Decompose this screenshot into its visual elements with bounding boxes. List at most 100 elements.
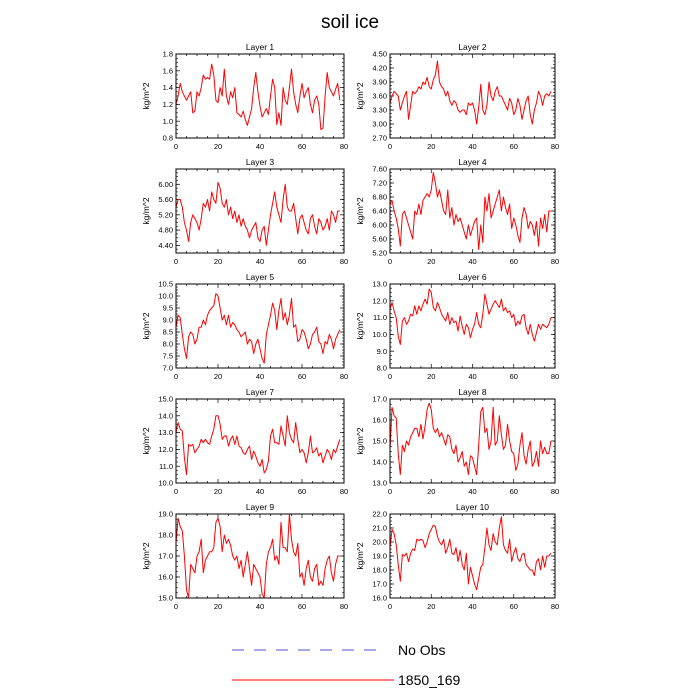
x-tick-label: 60	[298, 257, 306, 266]
x-tick-label: 80	[340, 372, 348, 381]
y-tick-label: 13.0	[372, 280, 387, 289]
x-tick-label: 80	[551, 602, 559, 611]
plot-frame	[389, 513, 556, 599]
x-tick-label: 60	[510, 372, 518, 381]
x-tick-label: 20	[214, 372, 222, 381]
x-tick-label: 0	[174, 142, 178, 151]
y-tick-label: 12.0	[158, 445, 173, 454]
x-tick-label: 80	[551, 257, 559, 266]
legend: No Obs 1850_169	[232, 642, 461, 688]
y-tick-label: 12.0	[372, 296, 387, 305]
x-tick-label: 0	[388, 602, 392, 611]
plot-frame	[389, 283, 556, 369]
y-tick-label: 18.0	[158, 531, 173, 540]
panels: Layer 1 kg/m^2 0 20 40 60 80 0.8 1.0 1.2 1.4 1.6 1.8…	[141, 42, 559, 611]
y-tick-label: 8.0	[163, 340, 173, 349]
x-tick-label: 0	[174, 257, 178, 266]
y-tick-label: 17.0	[158, 552, 173, 561]
panel-layer-2: Layer 2 kg/m^2 0 20 40 60 80 2.70 3.00 3.30 3.60 3.…	[355, 42, 559, 151]
y-tick-label: 13.0	[158, 428, 173, 437]
y-tick-label: 16.0	[372, 416, 387, 425]
panel-title: Layer 4	[458, 157, 487, 167]
x-tick-label: 80	[551, 487, 559, 496]
y-tick-label: 8.5	[163, 328, 173, 337]
panel-title: Layer 8	[458, 387, 487, 397]
y-tick-label: 7.20	[372, 179, 387, 188]
x-tick-label: 0	[174, 602, 178, 611]
legend-label-no-obs: No Obs	[398, 642, 445, 658]
x-tick-label: 40	[256, 372, 264, 381]
panel-title: Layer 6	[458, 272, 487, 282]
x-tick-label: 60	[510, 487, 518, 496]
y-tick-label: 14.0	[158, 411, 173, 420]
x-tick-label: 20	[427, 142, 435, 151]
x-tick-label: 20	[427, 487, 435, 496]
y-axis-label: kg/m^2	[355, 82, 365, 109]
x-tick-label: 0	[388, 257, 392, 266]
x-tick-label: 40	[468, 487, 476, 496]
y-tick-label: 10.0	[158, 479, 173, 488]
panel-layer-5: Layer 5 kg/m^2 0 20 40 60 80 7.0 7.5 8.0 8.5 9.0 9.5…	[141, 272, 348, 381]
y-tick-label: 3.90	[372, 78, 387, 87]
series-line-1850-169	[389, 60, 552, 125]
x-tick-label: 0	[174, 372, 178, 381]
x-tick-label: 40	[256, 257, 264, 266]
x-tick-label: 80	[340, 257, 348, 266]
panel-title: Layer 9	[246, 502, 275, 512]
plot-frame	[175, 168, 345, 254]
x-tick-label: 20	[427, 602, 435, 611]
series-line-1850-169	[389, 402, 552, 476]
y-tick-label: 22.0	[372, 510, 387, 519]
plot-frame	[389, 168, 556, 254]
y-tick-label: 3.60	[372, 92, 387, 101]
y-tick-label: 4.50	[372, 50, 387, 59]
x-tick-label: 20	[214, 487, 222, 496]
y-tick-label: 3.30	[372, 106, 387, 115]
x-tick-label: 60	[298, 142, 306, 151]
panel-layer-10: Layer 10 kg/m^2 0 20 40 60 80 16.0 17.0 18.0 19.0 2…	[355, 502, 559, 611]
series-line-1850-169	[175, 293, 341, 364]
x-tick-label: 60	[298, 487, 306, 496]
x-tick-label: 0	[388, 487, 392, 496]
y-tick-label: 14.0	[372, 458, 387, 467]
x-tick-label: 20	[214, 602, 222, 611]
y-tick-label: 5.20	[158, 210, 173, 219]
panel-title: Layer 7	[246, 387, 275, 397]
plot-frame	[389, 398, 556, 484]
y-tick-label: 13.0	[372, 479, 387, 488]
y-tick-label: 9.0	[163, 316, 173, 325]
panel-title: Layer 3	[246, 157, 275, 167]
x-tick-label: 80	[340, 602, 348, 611]
y-tick-label: 6.00	[158, 180, 173, 189]
x-tick-label: 40	[468, 142, 476, 151]
plot-frame	[175, 283, 345, 369]
y-axis-label: kg/m^2	[355, 312, 365, 339]
series-line-1850-169	[389, 288, 552, 345]
plot-frame	[175, 398, 345, 484]
series-line-1850-169	[175, 63, 341, 131]
y-tick-label: 11.0	[159, 462, 173, 471]
x-tick-label: 80	[340, 142, 348, 151]
y-tick-label: 1.0	[163, 117, 173, 126]
panel-layer-8: Layer 8 kg/m^2 0 20 40 60 80 13.0 14.0 15.0 16.0 17…	[355, 387, 559, 496]
panel-title: Layer 1	[246, 42, 275, 52]
x-tick-label: 20	[214, 257, 222, 266]
x-tick-label: 40	[468, 372, 476, 381]
series-line-1850-169	[175, 513, 340, 599]
y-tick-label: 4.80	[158, 226, 173, 235]
x-tick-label: 40	[468, 602, 476, 611]
y-tick-label: 20.0	[372, 538, 387, 547]
y-axis-label: kg/m^2	[141, 312, 151, 339]
x-tick-label: 60	[298, 372, 306, 381]
y-tick-label: 5.20	[372, 249, 387, 258]
y-axis-label: kg/m^2	[141, 542, 151, 569]
plot-frame	[175, 513, 345, 599]
y-tick-label: 7.0	[163, 364, 173, 373]
panel-title: Layer 5	[246, 272, 275, 282]
y-tick-label: 1.4	[163, 83, 173, 92]
y-tick-label: 15.0	[372, 437, 387, 446]
y-tick-label: 6.80	[372, 193, 387, 202]
panel-layer-9: Layer 9 kg/m^2 0 20 40 60 80 15.0 16.0 17.0 18.0 19…	[141, 502, 348, 611]
x-tick-label: 20	[427, 372, 435, 381]
